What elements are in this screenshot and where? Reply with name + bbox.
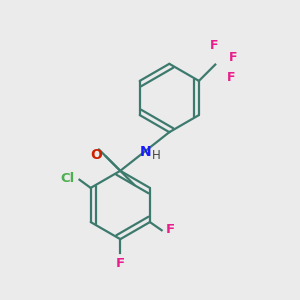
Text: F: F xyxy=(166,223,175,236)
Text: H: H xyxy=(152,149,161,162)
Text: O: O xyxy=(90,148,102,162)
Text: F: F xyxy=(116,257,125,270)
Text: Cl: Cl xyxy=(60,172,74,185)
Text: F: F xyxy=(229,51,237,64)
Text: F: F xyxy=(209,39,218,52)
Text: F: F xyxy=(226,71,235,84)
Text: N: N xyxy=(140,145,151,159)
